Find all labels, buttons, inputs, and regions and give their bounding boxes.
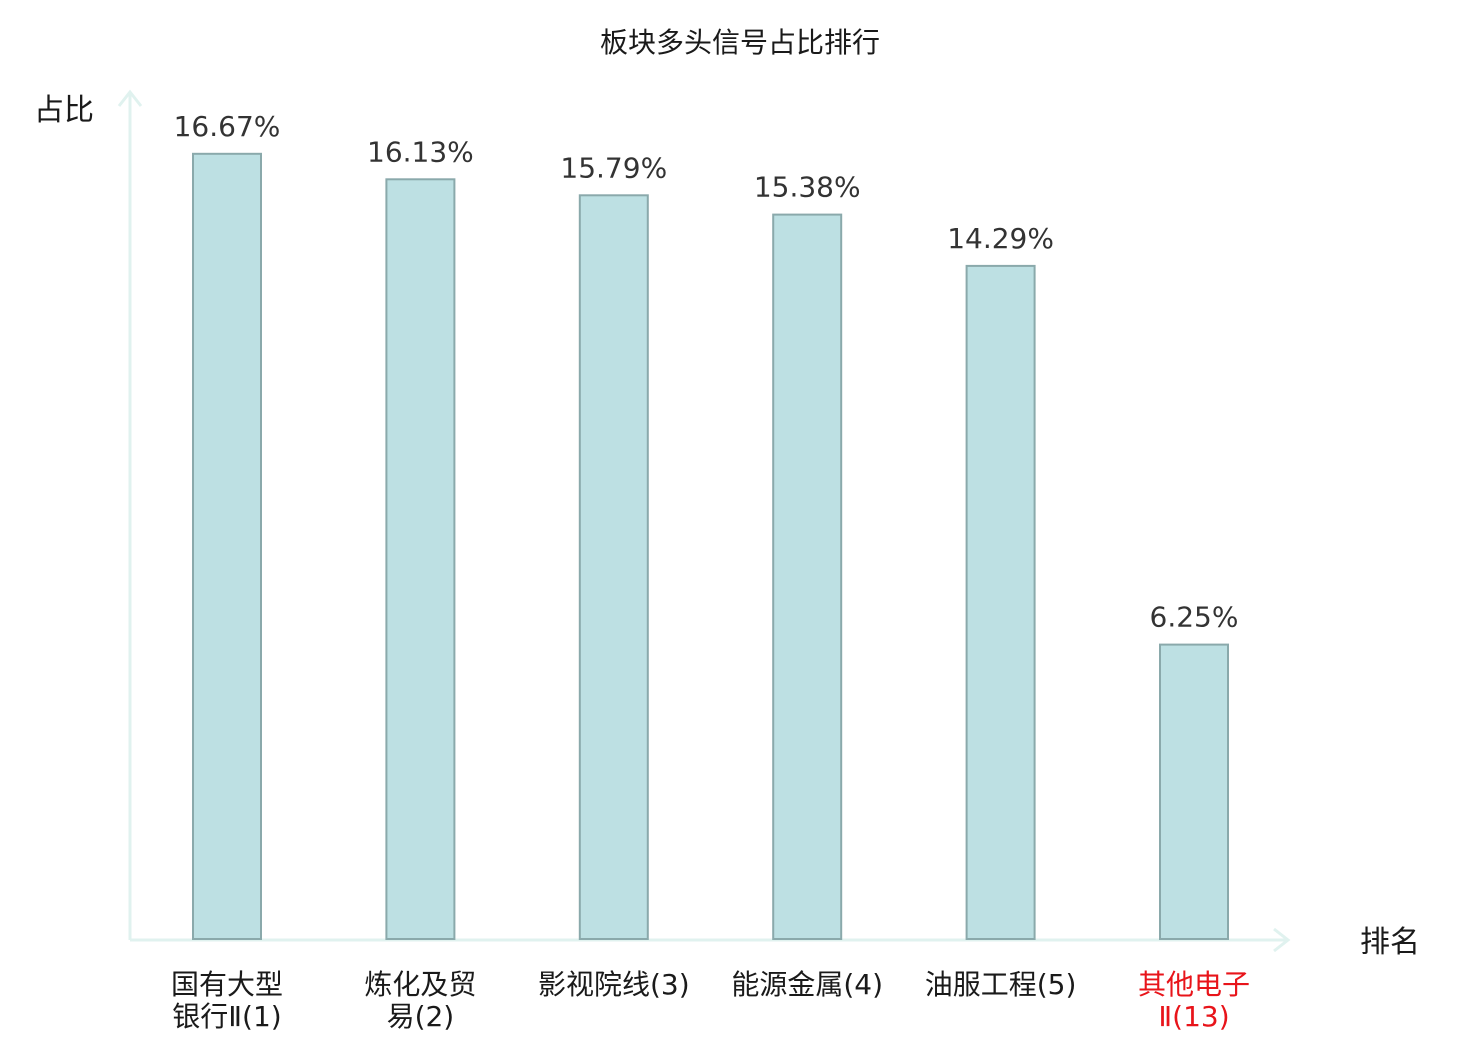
category-label-6: 其他电子 Ⅱ(13)	[1138, 968, 1250, 1033]
category-label-line: 国有大型	[171, 968, 283, 1001]
category-label-line: Ⅱ(13)	[1158, 1000, 1229, 1033]
value-label-1: 16.67%	[174, 110, 281, 143]
chart-title: 板块多头信号占比排行	[600, 26, 880, 59]
value-label-3: 15.79%	[560, 151, 667, 184]
category-label-line: 炼化及贸	[364, 968, 476, 1001]
bar-1	[192, 152, 262, 941]
value-label-5: 14.29%	[947, 222, 1054, 255]
category-label-4: 能源金属(4)	[731, 968, 883, 1001]
value-label-6: 6.25%	[1150, 601, 1239, 634]
y-axis-arrow	[117, 89, 143, 107]
category-label-line: 油服工程(5)	[925, 968, 1077, 1001]
bar-3	[578, 194, 649, 941]
x-axis-title: 排名	[1360, 925, 1420, 960]
category-label-line: 其他电子	[1138, 968, 1250, 1001]
category-label-3: 影视院线(3)	[538, 968, 690, 1001]
bar-4	[772, 213, 843, 941]
category-label-5: 油服工程(5)	[925, 968, 1077, 1001]
bar-5	[965, 264, 1036, 940]
value-labels-layer: 16.67% 16.13% 15.79% 15.38% 14.29% 6.25%	[174, 110, 1239, 634]
bar-6	[1159, 643, 1229, 940]
category-label-line: 银行Ⅱ(1)	[172, 1000, 281, 1033]
y-axis-title: 占比	[34, 93, 94, 128]
category-label-1: 国有大型银行Ⅱ(1)	[171, 968, 283, 1033]
value-label-2: 16.13%	[367, 135, 474, 168]
category-labels-layer: 国有大型银行Ⅱ(1) 炼化及贸易(2) 影视院线(3) 能源金属(4) 油服工程(5) 其…	[171, 968, 1250, 1033]
x-axis-arrow	[1273, 927, 1291, 953]
bars-layer	[192, 152, 1229, 941]
value-label-4: 15.38%	[754, 171, 861, 204]
category-label-line: 影视院线(3)	[538, 968, 690, 1001]
category-label-line: 易(2)	[387, 1000, 455, 1033]
category-label-line: 能源金属(4)	[731, 968, 883, 1001]
category-label-2: 炼化及贸易(2)	[364, 968, 476, 1033]
bar-2	[385, 178, 456, 941]
